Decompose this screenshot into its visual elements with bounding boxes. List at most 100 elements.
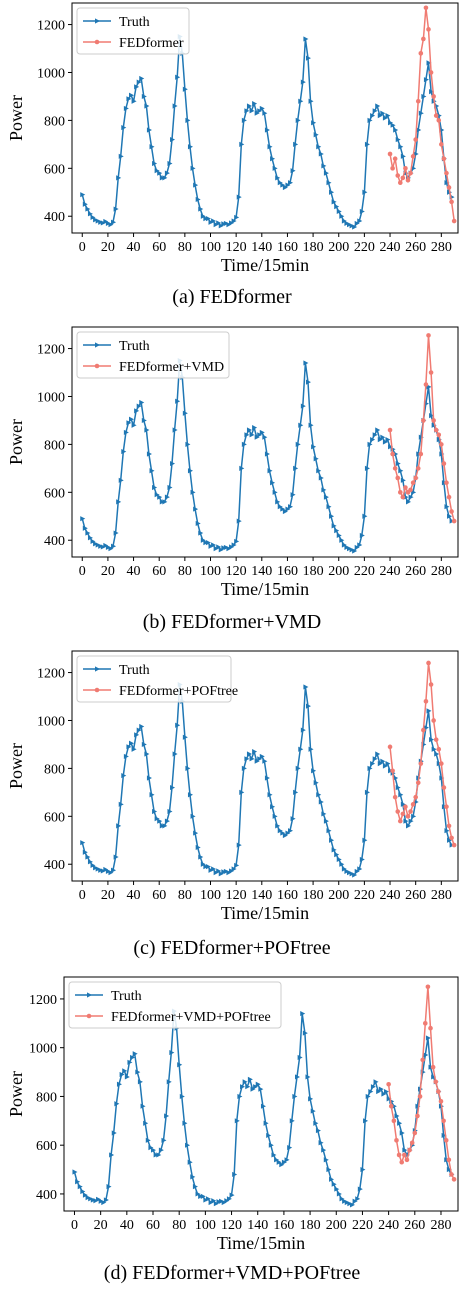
data-point [148, 1145, 154, 1151]
data-point [229, 220, 235, 226]
data-point [357, 542, 363, 548]
data-point [231, 542, 237, 548]
series-truth [80, 681, 455, 878]
y-tick-label: 400 [36, 1188, 57, 1203]
data-point [398, 144, 404, 150]
x-tick-label: 100 [200, 240, 221, 255]
data-point [352, 872, 358, 878]
data-point [118, 153, 124, 159]
data-point [323, 494, 329, 500]
data-point [234, 538, 240, 545]
data-point [259, 753, 265, 760]
data-point [387, 744, 393, 750]
data-point [413, 475, 418, 481]
data-point [444, 480, 449, 486]
data-point [429, 413, 435, 419]
data-point [213, 1201, 219, 1207]
data-point [381, 1091, 387, 1097]
data-point [303, 360, 309, 366]
data-point [103, 218, 109, 225]
data-point [451, 842, 457, 848]
data-point [111, 219, 117, 225]
data-point [436, 437, 442, 443]
data-point [108, 870, 114, 876]
x-tick-label: 60 [152, 564, 166, 579]
data-point [270, 480, 276, 486]
y-tick-label: 1000 [29, 1042, 57, 1057]
data-point [321, 811, 327, 817]
data-point [315, 1127, 321, 1134]
data-point [447, 837, 453, 843]
data-point [368, 1088, 374, 1095]
plot-frame [71, 650, 459, 882]
data-point [339, 1196, 345, 1202]
data-point [367, 441, 373, 447]
data-point [344, 1199, 350, 1206]
data-point [198, 206, 204, 212]
y-tick-label: 400 [44, 858, 65, 873]
data-point [422, 1021, 428, 1026]
data-point [433, 427, 439, 433]
data-point [439, 761, 444, 766]
data-point [250, 1086, 256, 1092]
data-point [433, 737, 439, 742]
data-point [100, 868, 106, 874]
data-point [90, 538, 96, 545]
data-point [431, 718, 436, 723]
data-point [444, 804, 449, 810]
data-point [185, 441, 191, 447]
data-point [431, 94, 436, 99]
data-point [123, 753, 129, 760]
data-point [346, 546, 352, 552]
data-point [141, 741, 147, 748]
x-tick-label: 0 [79, 564, 86, 579]
data-point [254, 110, 260, 116]
data-point [321, 487, 327, 493]
data-point [298, 98, 304, 104]
data-point [334, 204, 340, 210]
series-line [73, 1010, 453, 1206]
data-point [190, 813, 196, 819]
data-point [124, 1074, 130, 1080]
data-point [390, 166, 395, 171]
x-tick-label: 0 [79, 240, 86, 255]
y-tick-label: 600 [44, 810, 65, 825]
series-line [81, 683, 453, 876]
data-point [93, 1198, 99, 1204]
data-point [303, 684, 309, 690]
data-point [203, 216, 209, 222]
data-point [392, 156, 398, 162]
data-point [232, 1171, 238, 1178]
legend-marker [95, 666, 100, 672]
series-prediction [387, 5, 457, 224]
subfigure-caption: (d) FEDformer+VMD+POFtree [103, 1262, 361, 1284]
data-point [341, 218, 347, 224]
x-tick-label: 280 [430, 1218, 451, 1233]
data-point [342, 1198, 348, 1204]
x-tick-label: 0 [71, 1218, 78, 1233]
chart-panel: 0 20 40 60 80 100 120 140 160 180 200 220 240 260 280 4… [0, 323, 464, 641]
y-tick-label: 1000 [37, 390, 65, 405]
data-point [339, 537, 345, 543]
data-point [378, 1086, 384, 1092]
data-point [82, 1192, 88, 1198]
data-point [132, 1051, 138, 1057]
data-point [116, 175, 122, 181]
x-tick-label: 0 [79, 888, 86, 903]
data-point [420, 1057, 425, 1063]
data-point [354, 868, 360, 875]
data-point [272, 489, 278, 495]
data-point [162, 823, 168, 829]
data-point [187, 792, 193, 798]
series-truth [72, 1008, 455, 1208]
data-point [449, 1172, 454, 1177]
data-point [134, 732, 140, 738]
data-point [376, 1088, 382, 1095]
data-point [208, 1199, 214, 1206]
data-point [451, 518, 457, 524]
data-point [82, 849, 88, 855]
data-point [72, 1169, 78, 1175]
data-point [198, 530, 204, 536]
data-point [255, 1081, 261, 1087]
data-point [433, 113, 439, 118]
